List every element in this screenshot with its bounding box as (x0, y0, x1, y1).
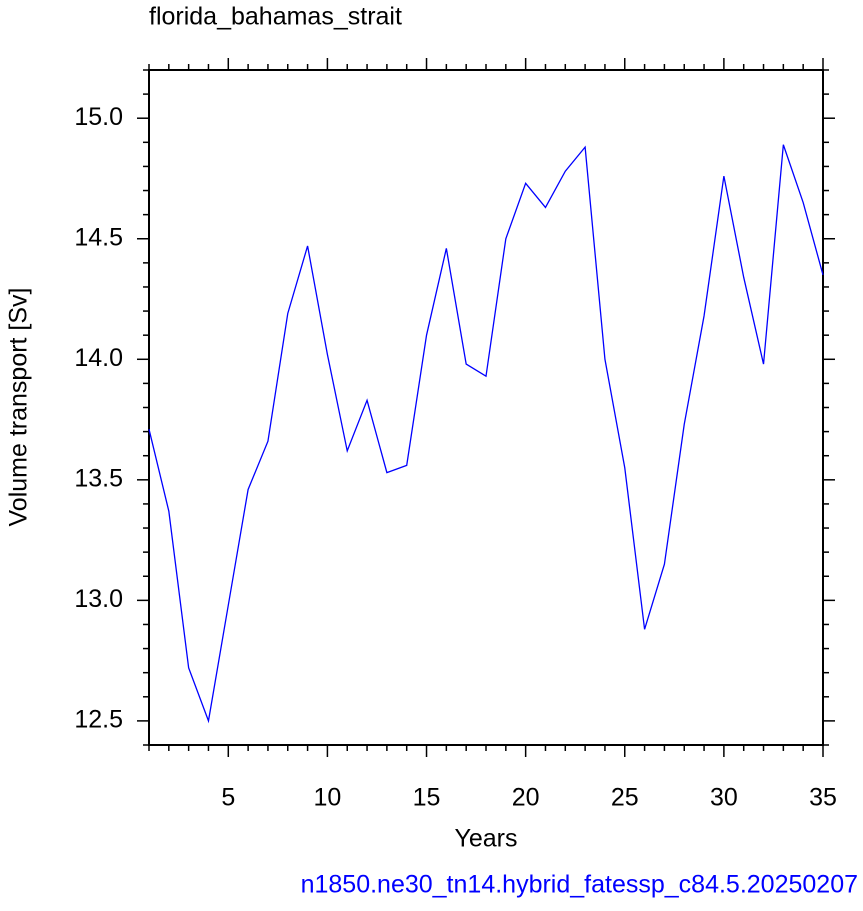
plot-frame (148, 69, 824, 746)
y-tick-label: 14.5 (74, 223, 123, 251)
x-tick-label: 15 (413, 784, 441, 812)
data-line (148, 144, 824, 724)
y-axis-label: Volume transport [Sv] (5, 287, 33, 526)
x-tick-label: 25 (611, 784, 639, 812)
y-tick-label: 15.0 (74, 103, 123, 131)
x-axis-label: Years (454, 825, 517, 853)
x-tick-label: 10 (314, 784, 342, 812)
y-tick-label: 13.0 (74, 585, 123, 613)
x-tick-label: 30 (710, 784, 738, 812)
x-tick-label: 20 (512, 784, 540, 812)
y-tick-label: 13.5 (74, 464, 123, 492)
chart-title: florida_bahamas_strait (149, 3, 402, 31)
caption: n1850.ne30_tn14.hybrid_fatessp_c84.5.202… (301, 871, 858, 899)
y-tick-label: 14.0 (74, 344, 123, 372)
x-tick-label: 35 (809, 784, 837, 812)
y-tick-label: 12.5 (74, 706, 123, 734)
x-tick-label: 5 (221, 784, 235, 812)
